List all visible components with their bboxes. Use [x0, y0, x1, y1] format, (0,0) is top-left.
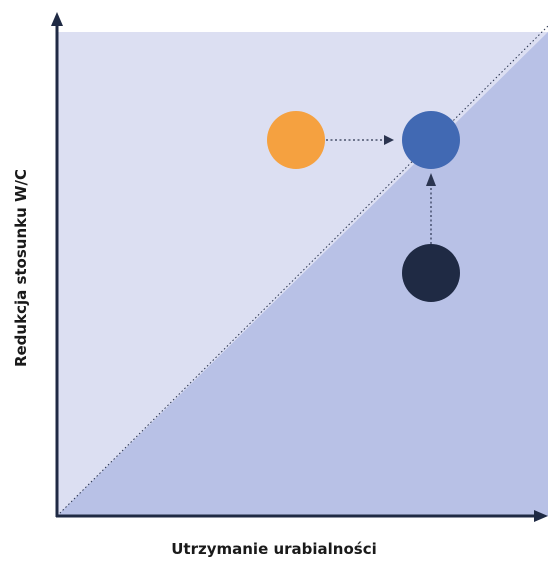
navy-point [402, 244, 460, 302]
orange-point [267, 111, 325, 169]
horizontal-arrowhead [384, 135, 394, 145]
vertical-arrowhead [426, 173, 436, 186]
x-axis-label: Utrzymanie urabialności [171, 540, 377, 558]
x-axis-arrowhead [534, 510, 548, 522]
blue-point [402, 111, 460, 169]
y-axis-arrowhead [51, 12, 63, 26]
y-axis-label: Redukcja stosunku W/C [12, 168, 30, 368]
